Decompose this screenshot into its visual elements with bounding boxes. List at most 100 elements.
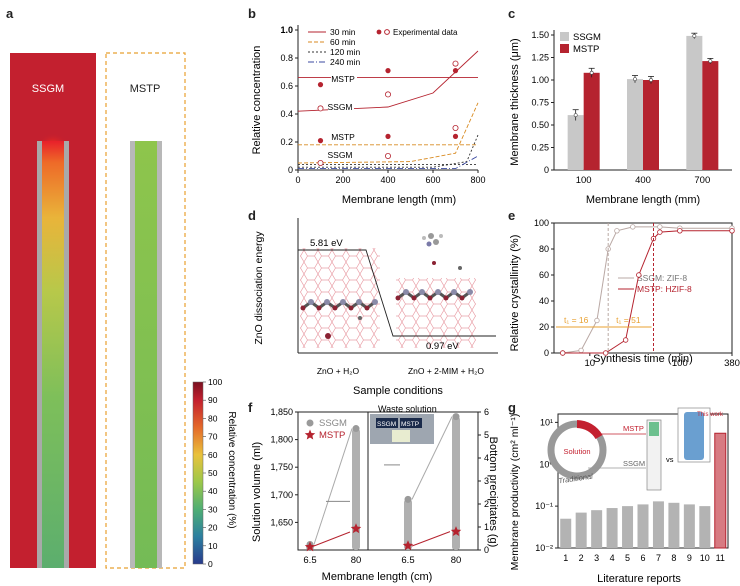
colorbar-tick-label: 60 xyxy=(208,450,218,460)
c-y-tick-label: 1.25 xyxy=(531,53,549,63)
g-bar xyxy=(668,502,680,548)
b-series-line xyxy=(297,50,479,112)
colorbar-tick-label: 90 xyxy=(208,395,218,405)
mstp-membrane-lumen xyxy=(135,141,157,568)
c-bar xyxy=(686,35,703,171)
g-y-tick-label: 10¹ xyxy=(540,417,553,427)
d-xlabel: Sample conditions xyxy=(353,385,443,397)
f-y2-tick-label: 6 xyxy=(484,407,489,417)
condition-2: ZnO + 2-MIM + H₂O xyxy=(408,366,484,376)
zno-surface-right xyxy=(397,290,471,300)
e-x-tick-label: 380 xyxy=(724,358,740,369)
c-x-tick-label: 100 xyxy=(576,175,592,186)
f-ssgm-point xyxy=(404,495,412,503)
b-y-tick-label: 0 xyxy=(288,165,293,175)
e-data-point xyxy=(729,228,735,234)
f-mstp-star xyxy=(450,526,462,537)
e-data-point xyxy=(602,350,609,356)
b-x-tick-label: 800 xyxy=(470,175,485,185)
e-plot-frame xyxy=(553,222,733,354)
b-x-tick-label: 400 xyxy=(380,175,395,185)
panel-f-chart: 1,650 1,700 1,750 1,800 1,850 0 1 2 3 4 5 6 6.5 80 6.5… xyxy=(251,404,499,583)
e-y-tick-label: 60 xyxy=(539,270,549,280)
g-y-tick-label: 10⁰ xyxy=(539,459,553,469)
e-data-point xyxy=(636,272,642,278)
b-y-tick-label: 0.8 xyxy=(280,53,293,63)
b-series-line xyxy=(298,155,479,170)
c-data-point xyxy=(692,34,697,38)
condition-1: ZnO + H₂O xyxy=(317,366,360,376)
f-mstp-trend xyxy=(411,531,451,547)
g-bar xyxy=(575,512,587,548)
c-y-tick-label: 0 xyxy=(544,165,549,175)
c-legend-swatch xyxy=(560,32,569,41)
energy-high: 5.81 eV xyxy=(310,238,343,249)
f-mstp-star xyxy=(402,540,414,551)
c-data-point xyxy=(589,70,594,75)
g-y-tick-label: 10⁻¹ xyxy=(535,501,553,511)
c-x-tick-label: 700 xyxy=(694,175,710,186)
g-bar xyxy=(606,508,618,548)
b-exp-point-filled xyxy=(317,138,324,144)
panel-label-d: d xyxy=(248,208,256,223)
f-legend-mstp-marker xyxy=(304,429,316,440)
f-inset-tag-ssgm: SSGM xyxy=(377,421,396,428)
g-x-tick-label: 1 xyxy=(563,553,568,563)
f-x-tick-label: 6.5 xyxy=(303,555,316,566)
c-bar xyxy=(583,72,600,170)
e-data-point xyxy=(560,350,566,356)
panel-g-chart: 10⁻² 10⁻¹ 10⁰ 10¹ 1 2 3 4 5 6 7 8 9 10 11 Solution Tra… xyxy=(509,407,729,585)
b-y-tick-label: 0.6 xyxy=(280,81,293,91)
c-y-tick-label: 0.25 xyxy=(531,143,549,153)
g-xlabel: Literature reports xyxy=(597,573,681,585)
colorbar-tick-label: 100 xyxy=(208,377,222,387)
e-data-point xyxy=(630,224,636,230)
f-y-tick-label: 1,750 xyxy=(270,462,293,472)
panel-label-f: f xyxy=(248,400,253,415)
e-y-tick-label: 20 xyxy=(539,322,549,332)
b-x-tick-label: 600 xyxy=(425,175,440,185)
g-bar xyxy=(622,506,634,548)
f-ylabel: Solution volume (ml) xyxy=(251,442,263,542)
g-x-tick-label: 4 xyxy=(610,553,615,563)
b-exp-point-open xyxy=(317,159,324,166)
c-y-tick-label: 1.00 xyxy=(531,75,549,85)
c-y-tick-label: 0.75 xyxy=(531,98,549,108)
e-y-tick-label: 80 xyxy=(539,244,549,254)
f-legend-ssgm-marker xyxy=(306,419,314,427)
f-ssgm-point xyxy=(352,425,360,433)
b-exp-point-open xyxy=(452,60,459,67)
f-y2-tick-label: 5 xyxy=(484,430,489,440)
b-legend-label: 30 min xyxy=(330,27,356,37)
b-y-tick-label: 0.4 xyxy=(280,109,293,119)
g-x-tick-label: 2 xyxy=(579,553,584,563)
f-ssgm-point xyxy=(452,413,460,421)
f-y2-tick-label: 4 xyxy=(484,453,489,463)
e-legend-label: MSTP: HZIF-8 xyxy=(637,284,692,294)
f-legend-label: MSTP xyxy=(319,430,345,441)
b-exp-point-filled xyxy=(385,68,391,74)
c-bar xyxy=(567,115,584,170)
f-x-tick-label: 80 xyxy=(351,555,362,566)
g-bar xyxy=(637,504,649,548)
f-ylabel-right: Bottom precipitates (g) xyxy=(487,437,499,548)
g-bar xyxy=(652,501,664,548)
panel-label-e: e xyxy=(508,208,516,223)
e-data-point xyxy=(677,228,683,234)
e-x-tick-label: 10 xyxy=(585,358,596,369)
panel-label-b: b xyxy=(248,6,256,21)
b-series-line xyxy=(297,102,479,164)
f-legend-label: SSGM xyxy=(319,418,347,429)
colorbar xyxy=(192,381,204,565)
b-exp-point-open xyxy=(317,105,324,112)
f-y2-tick-label: 1 xyxy=(484,522,489,532)
g-x-tick-label: 7 xyxy=(656,553,661,563)
e-annotation-mstp: t₁ = 51 xyxy=(616,315,641,325)
b-annotation: SSGM xyxy=(327,102,352,112)
c-data-point xyxy=(708,59,713,64)
b-series-line xyxy=(298,134,479,168)
f-ssgm-bar xyxy=(452,416,460,550)
colorbar-tick-label: 20 xyxy=(208,523,218,533)
